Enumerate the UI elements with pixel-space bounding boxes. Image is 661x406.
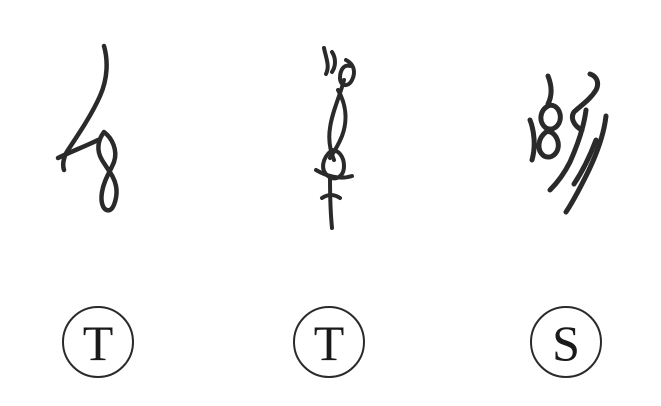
label-letter-1: T — [83, 318, 114, 368]
glyph-3-drawing — [530, 74, 606, 212]
glyph-2-drawing — [316, 48, 354, 228]
label-circle-3: S — [530, 306, 602, 378]
label-circle-1: T — [62, 306, 134, 378]
glyph-1-drawing — [58, 46, 117, 210]
label-letter-3: S — [552, 318, 580, 368]
label-circle-2: T — [293, 306, 365, 378]
label-letter-2: T — [314, 318, 345, 368]
